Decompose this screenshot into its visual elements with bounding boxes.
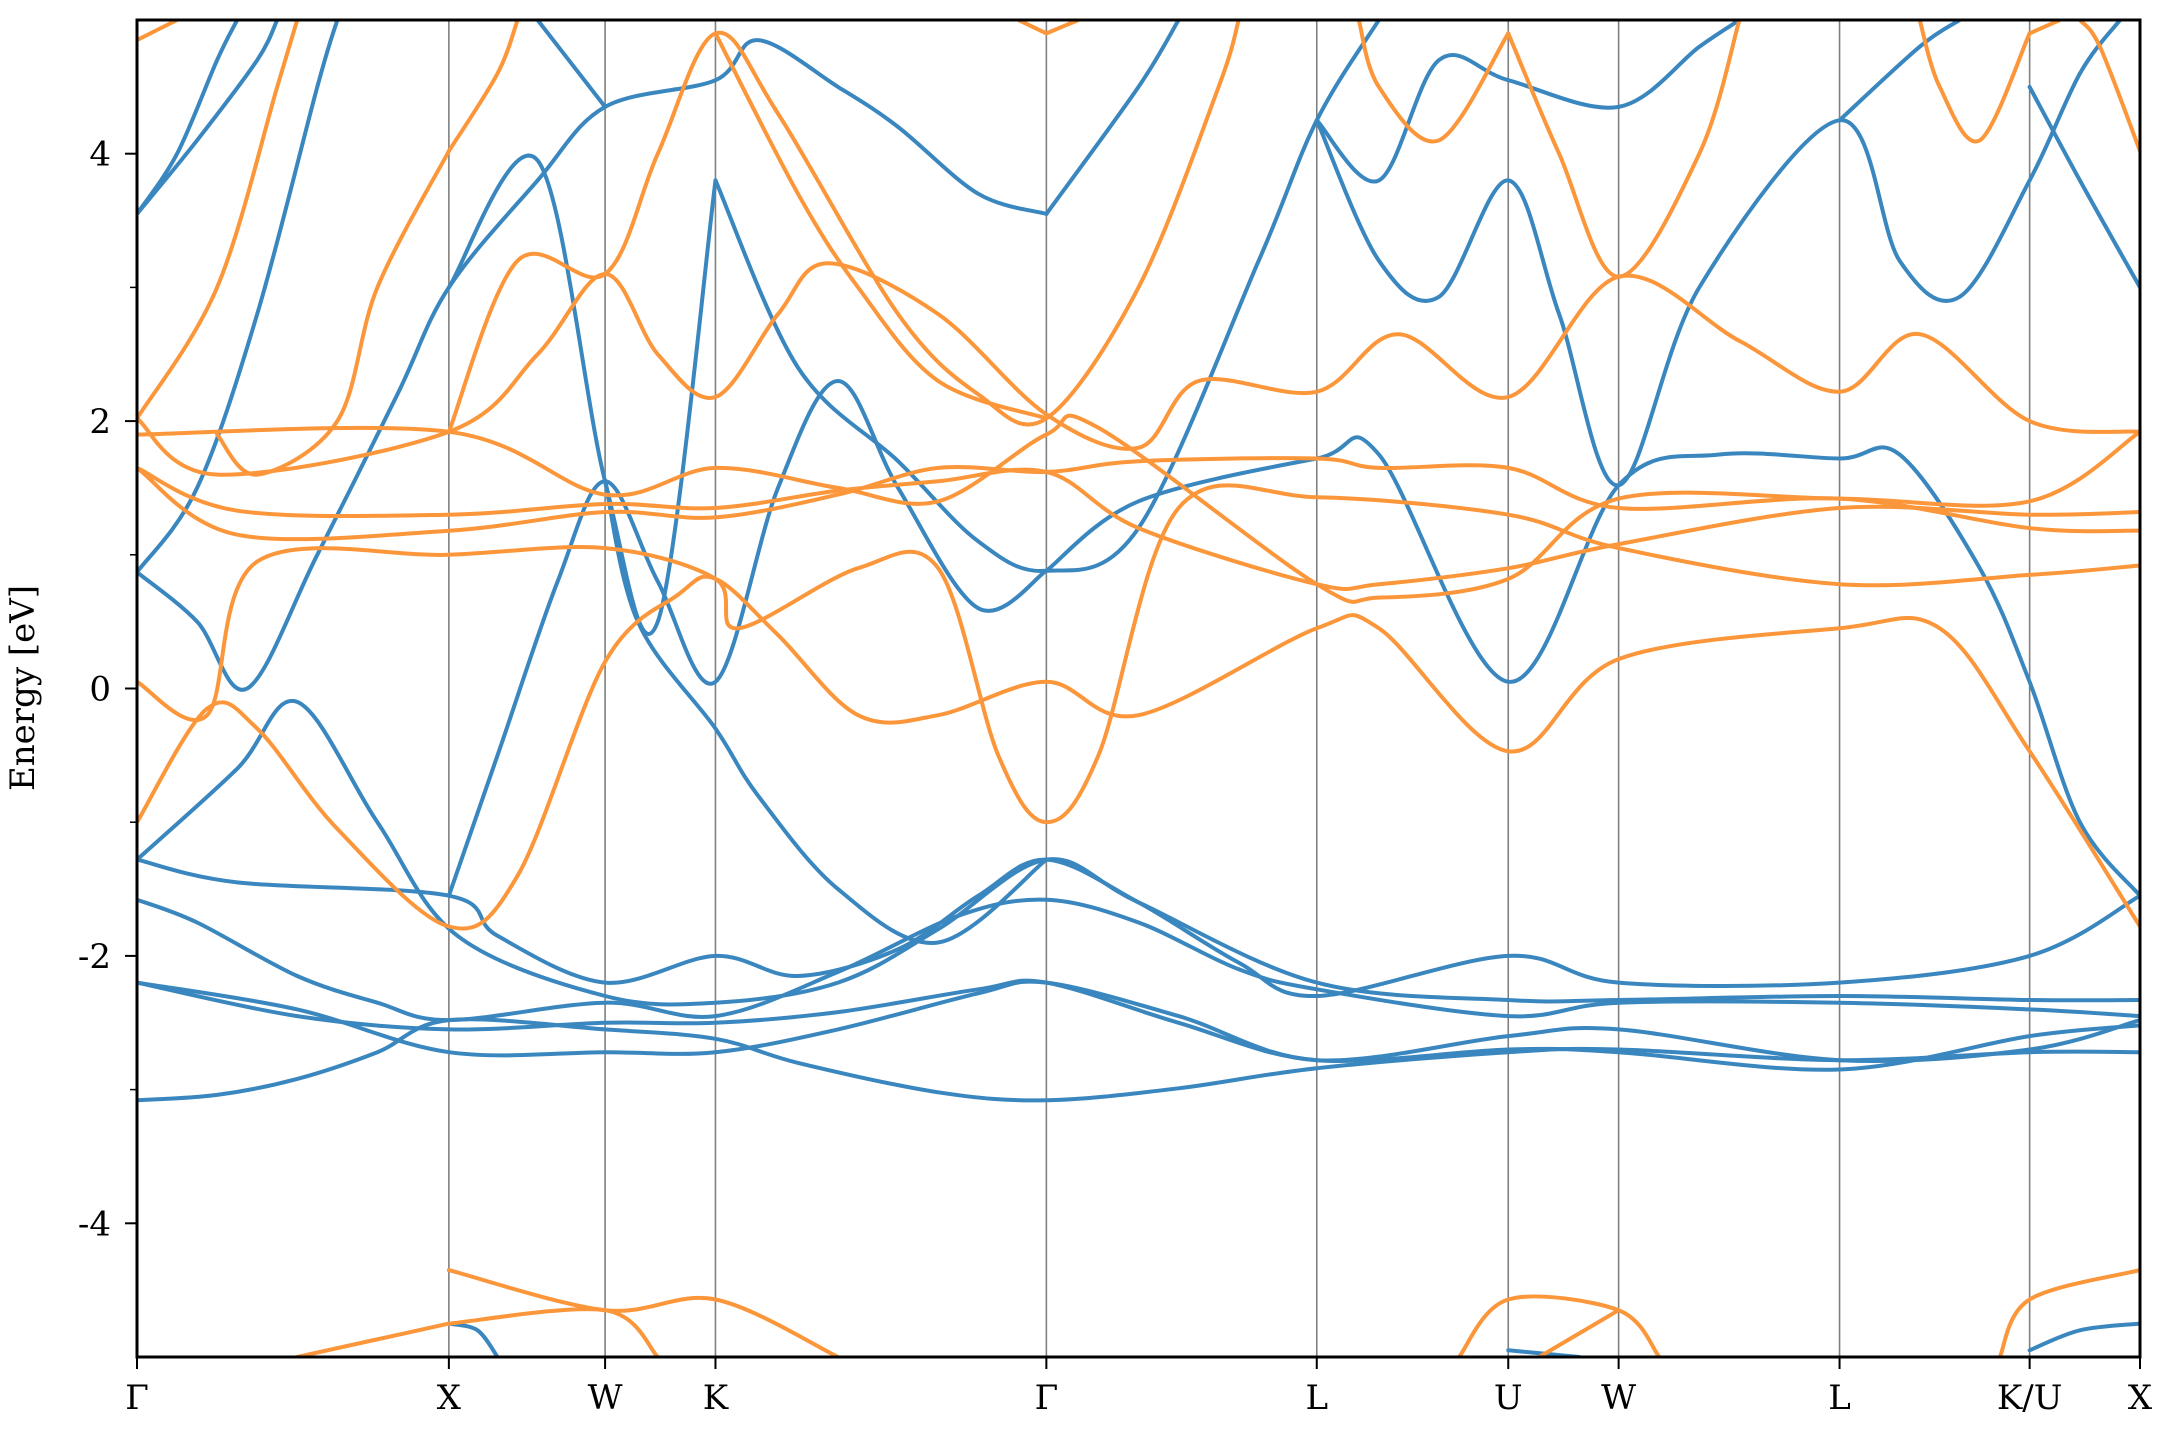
band-up <box>2027 1321 2140 1353</box>
band-down <box>295 1321 451 1357</box>
band-down <box>1917 20 2032 144</box>
band-down <box>137 456 2140 542</box>
band-up <box>137 897 2140 1023</box>
x-tick-label: X <box>437 1378 462 1418</box>
band-down <box>446 1268 840 1357</box>
band-up <box>137 38 1049 692</box>
x-tick-label: K/U <box>1997 1378 2063 1418</box>
band-lines <box>137 20 2140 1357</box>
x-tick-label: L <box>1828 1378 1851 1418</box>
x-tick-label: Γ <box>125 1378 149 1418</box>
band-up <box>2027 84 2140 290</box>
band-up <box>137 20 240 216</box>
y-tick-label: 4 <box>89 135 111 175</box>
band-down <box>215 149 451 477</box>
band-down <box>2077 20 2140 153</box>
x-axis-ticks: Γ X W K Γ L U W L K/U X <box>125 1357 2153 1418</box>
x-tick-label: L <box>1305 1378 1328 1418</box>
band-up <box>446 379 1049 898</box>
band-down <box>137 413 2140 604</box>
band-up <box>1837 20 1962 123</box>
band-down <box>137 20 180 43</box>
band-down <box>713 31 1049 421</box>
band-up <box>137 979 2140 1063</box>
band-down <box>2027 20 2062 36</box>
band-up <box>137 20 280 216</box>
y-axis-ticks: 4 2 0 -2 -4 <box>78 135 137 1244</box>
y-tick-label: -2 <box>78 937 111 977</box>
band-down <box>446 20 1241 434</box>
band-down <box>1457 1294 1662 1357</box>
band-down <box>137 574 2140 931</box>
band-up <box>446 1321 500 1357</box>
band-down <box>137 465 2140 592</box>
y-tick-label: -4 <box>78 1204 111 1244</box>
y-axis-title: Energy [eV] <box>3 585 43 791</box>
band-up <box>137 698 2140 1007</box>
band-up <box>535 20 608 109</box>
band-down <box>446 1307 660 1357</box>
band-down <box>1044 20 1081 36</box>
band-down <box>1537 1308 1621 1357</box>
band-down <box>1016 20 1049 36</box>
x-tick-label: K <box>703 1378 729 1418</box>
high-symmetry-lines <box>448 20 2031 1357</box>
band-down <box>137 261 2140 477</box>
band-up <box>1044 20 1181 216</box>
band-down <box>1506 20 1742 279</box>
band-up <box>1314 20 1742 184</box>
band-up <box>713 20 1381 573</box>
x-tick-label: W <box>1601 1378 1636 1418</box>
band-down <box>137 20 300 421</box>
x-tick-label: X <box>2128 1378 2153 1418</box>
x-tick-label: U <box>1494 1378 1523 1418</box>
y-tick-label: 0 <box>89 670 111 710</box>
band-up <box>137 1017 2140 1103</box>
y-tick-label: 2 <box>89 402 111 442</box>
band-down <box>1356 20 1511 144</box>
band-up <box>137 20 340 575</box>
band-down <box>446 20 520 153</box>
band-down <box>1997 1268 2140 1357</box>
x-tick-label: W <box>588 1378 623 1418</box>
x-tick-label: Γ <box>1035 1378 1059 1418</box>
band-up <box>1314 20 2122 488</box>
band-down <box>137 483 2140 825</box>
